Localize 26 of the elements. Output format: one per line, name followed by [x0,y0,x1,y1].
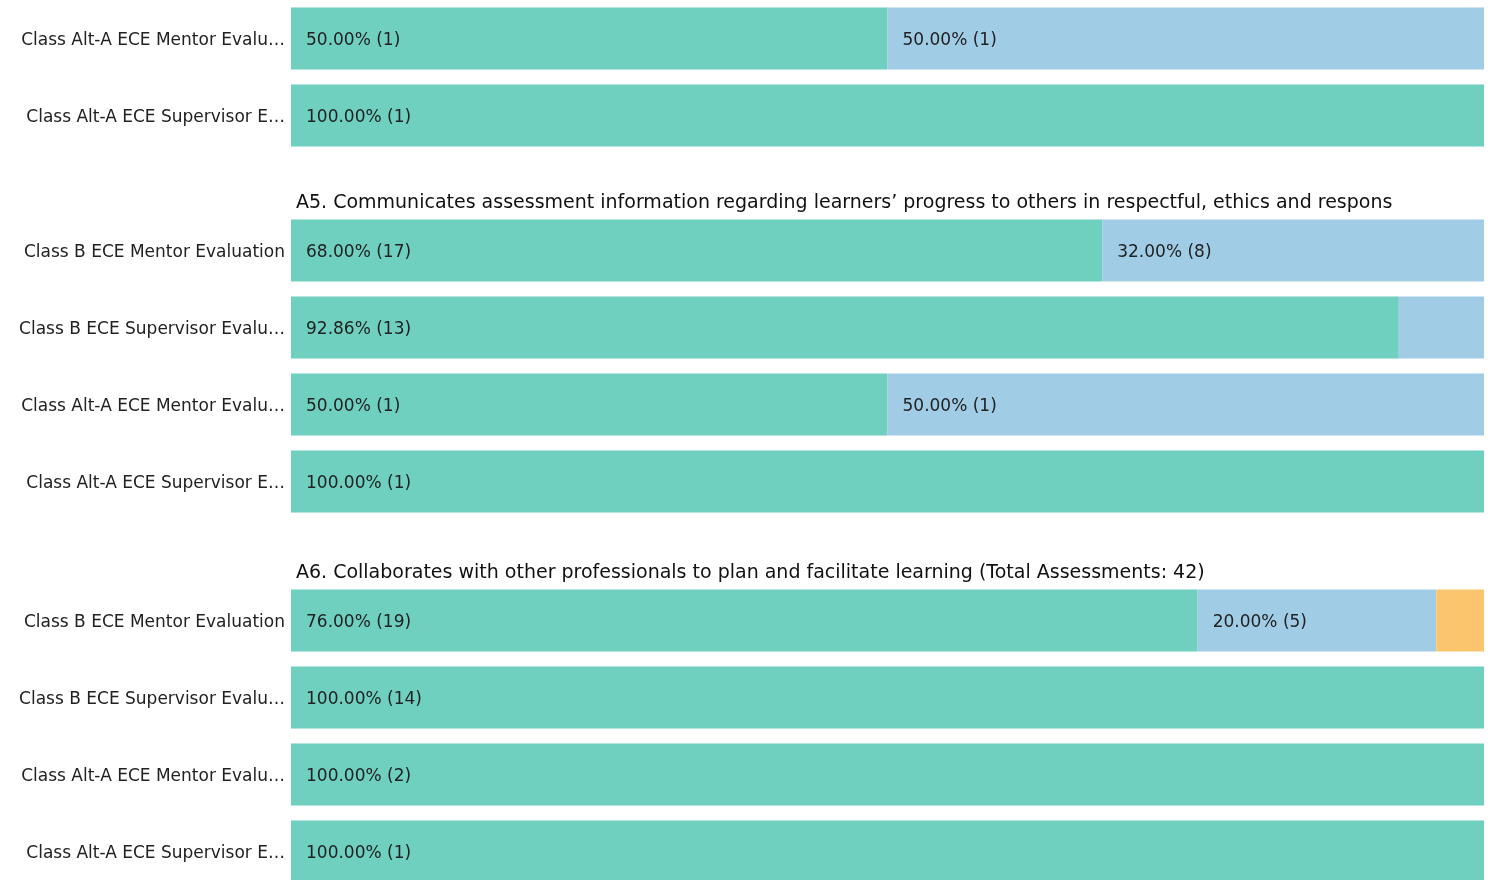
y-tick-label: Class Alt-A ECE Supervisor E… [26,105,285,126]
data-label: 76.00% (19) [306,610,412,631]
y-tick-label: Class B ECE Supervisor Evalu… [19,317,285,338]
data-label: 32.00% (8) [1117,240,1212,261]
data-label: 68.00% (17) [306,240,412,261]
data-label: 50.00% (1) [902,394,997,415]
y-tick-label: Class Alt-A ECE Supervisor E… [26,471,285,492]
y-tick-label: Class Alt-A ECE Mentor Evalu… [21,394,285,415]
y-tick-label: Class Alt-A ECE Supervisor E… [26,841,285,862]
data-label: 100.00% (1) [306,841,412,862]
data-label: 100.00% (1) [306,471,412,492]
data-label: 50.00% (1) [306,394,401,415]
y-tick-label: Class Alt-A ECE Mentor Evalu… [21,28,285,49]
y-tick-label: Class Alt-A ECE Mentor Evalu… [21,764,285,785]
data-label: 100.00% (1) [306,105,412,126]
y-tick-label: Class B ECE Supervisor Evalu… [19,687,285,708]
chart-title: A6. Collaborates with other professionals to plan and facilitate learning (Total Assessments: 42) [296,559,1205,582]
data-label: 50.00% (1) [902,28,997,49]
data-label: 50.00% (1) [306,28,401,49]
data-label: 92.86% (13) [306,317,412,338]
data-label: 100.00% (2) [306,764,412,785]
data-label: 20.00% (5) [1212,610,1307,631]
data-label: 100.00% (14) [306,687,422,708]
y-tick-label: Class B ECE Mentor Evaluation [23,610,285,631]
y-tick-label: Class B ECE Mentor Evaluation [23,240,285,261]
chart-title: A5. Communicates assessment information regarding learners’ progress to others in respectful, ethics and respons [296,189,1393,212]
